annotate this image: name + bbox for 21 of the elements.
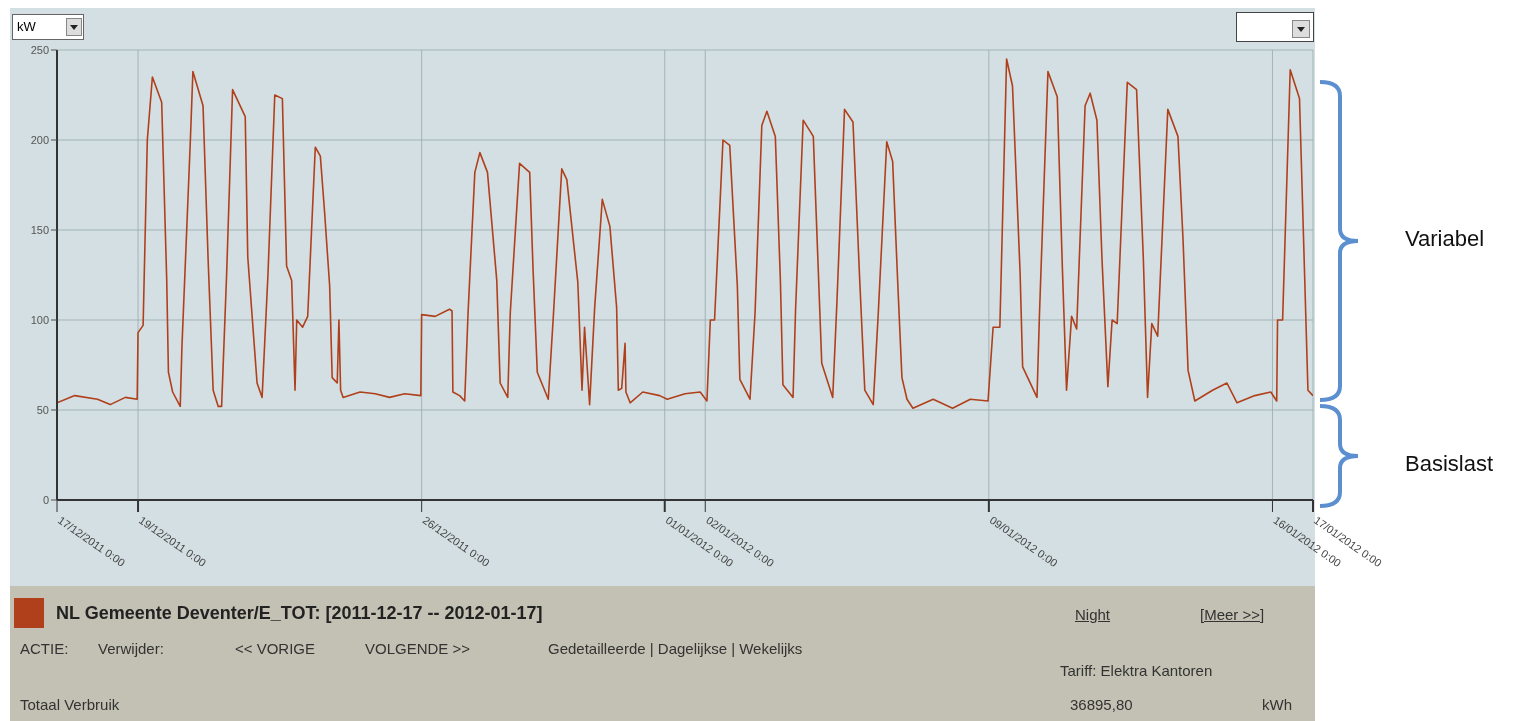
text: Gedetailleerde | Dagelijkse | Wekelijks: [548, 640, 803, 657]
y-tick-label: 100: [30, 313, 49, 326]
y-tick-label: 150: [30, 223, 49, 236]
text: Basislast: [1405, 451, 1494, 477]
text: Night: [1075, 606, 1111, 623]
text: ACTIE:: [20, 640, 69, 657]
text: Totaal Verbruik: [20, 696, 120, 713]
text: VOLGENDE >>: [365, 640, 471, 657]
text: << VORIGE: [235, 640, 316, 657]
text: Verwijder:: [98, 640, 164, 657]
line-series: [57, 58, 1313, 409]
y-tick-label: 200: [30, 133, 49, 146]
y-tick-label: 0: [42, 493, 49, 506]
y-tick-label: 50: [36, 403, 49, 416]
text: [Meer >>]: [1200, 606, 1265, 623]
y-tick-label: 250: [30, 43, 49, 56]
text: kWh: [1262, 696, 1292, 713]
legend-label: NL Gemeente Deventer/E_TOT: [2011-12-17 -- 2012-01-17]: [56, 602, 543, 624]
text: Tariff: Elektra Kantoren: [1060, 662, 1213, 679]
text: 36895,80: [1070, 696, 1133, 713]
text: Variabel: [1405, 226, 1485, 252]
